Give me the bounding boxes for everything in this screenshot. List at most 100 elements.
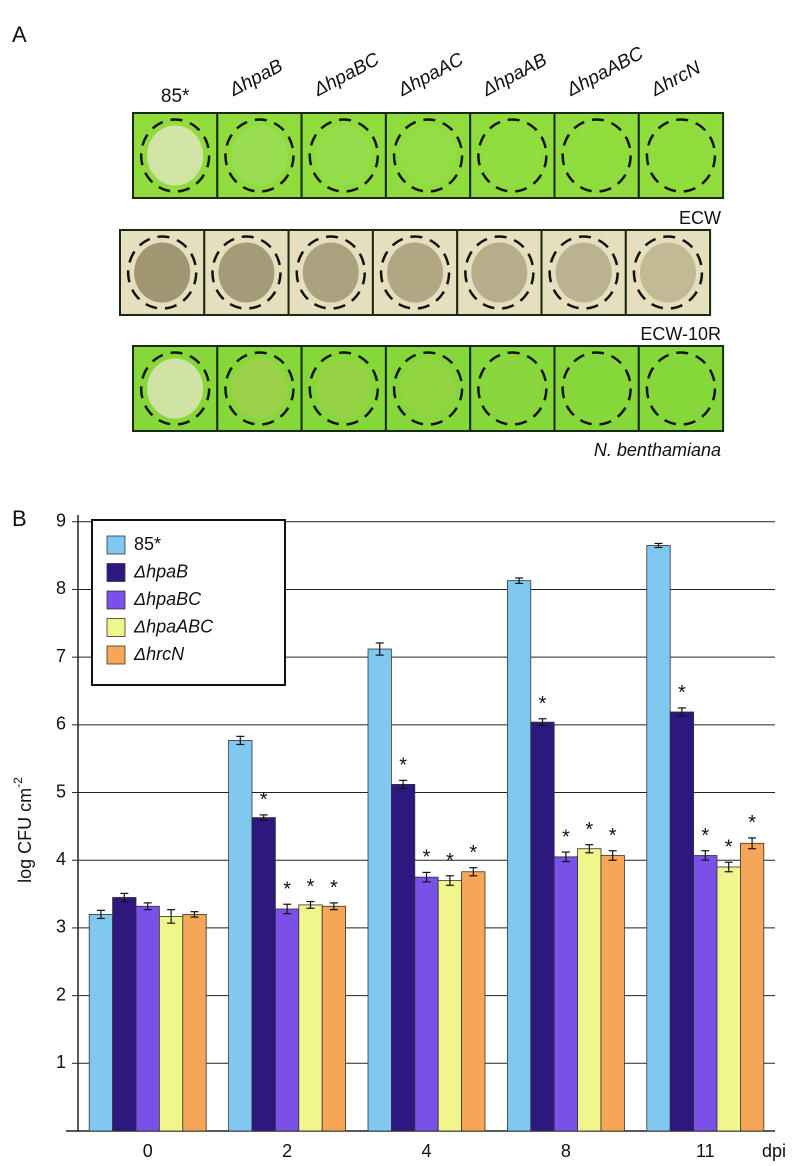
error-bar [608, 850, 617, 861]
leaf-photo [637, 345, 725, 432]
lesion [639, 242, 696, 303]
error-bar [259, 814, 268, 821]
error-bar [538, 718, 547, 727]
bar [88, 913, 113, 1132]
y-tick-label: 5 [56, 781, 66, 801]
error-bar [654, 542, 663, 549]
leaf-photo [384, 345, 472, 432]
column-label: ΔhpaAB [478, 49, 551, 101]
y-tick-label: 6 [56, 714, 66, 734]
error-bar [422, 871, 431, 883]
lesion [231, 125, 288, 186]
column-label: ΔhrcN [647, 57, 705, 101]
bar [390, 784, 416, 1132]
leaf-photo [469, 345, 556, 432]
legend-label: ΔhpaB [133, 561, 188, 581]
significance-marker: * [748, 812, 756, 834]
error-bar [283, 903, 292, 915]
error-bar [96, 909, 105, 920]
legend-swatch [106, 563, 126, 582]
panel-label: B [12, 506, 27, 531]
bar [669, 711, 695, 1132]
bar [461, 871, 486, 1132]
legend-label: ΔhpaBC [133, 589, 202, 609]
lesion [134, 242, 191, 303]
significance-marker: * [678, 682, 686, 704]
infiltration-outline [308, 351, 379, 426]
bar [135, 905, 160, 1132]
infiltration-outline [392, 118, 464, 193]
error-bar [585, 844, 594, 854]
y-tick-label: 4 [56, 849, 66, 869]
leaf-photo [624, 229, 712, 316]
y-tick-label: 9 [56, 511, 66, 531]
bar [693, 855, 718, 1132]
x-tick-label: 11 [696, 1141, 715, 1161]
bar [321, 905, 347, 1132]
infiltration-outline [632, 235, 704, 310]
legend-swatch [106, 645, 126, 665]
significance-marker: * [260, 789, 268, 811]
column-label: ΔhpaAC [394, 49, 468, 101]
leaf-photo [540, 229, 627, 316]
y-tick-label: 2 [56, 984, 66, 1004]
significance-marker: * [307, 876, 315, 898]
significance-marker: * [701, 825, 709, 847]
y-axis-label-exponent: -2 [11, 777, 25, 788]
legend-swatch [106, 618, 126, 637]
legend-label: ΔhpaABC [133, 616, 214, 636]
bar [553, 856, 579, 1132]
y-axis-label-text: log CFU cm [15, 788, 35, 883]
error-bar [515, 577, 524, 584]
lesion [400, 358, 457, 419]
significance-marker: * [609, 825, 617, 847]
lesion [471, 242, 528, 303]
infiltration-outline [126, 235, 198, 310]
panel-label: A [12, 22, 27, 47]
infiltration-outline [645, 118, 717, 193]
infiltration-outline [392, 351, 464, 426]
bar [414, 876, 439, 1132]
legend-swatch [106, 590, 126, 610]
lesion [484, 125, 541, 186]
significance-marker: * [725, 837, 733, 859]
infiltration-outline [139, 351, 211, 426]
y-tick-label: 1 [56, 1052, 66, 1072]
bar [274, 908, 300, 1132]
error-bar [677, 707, 686, 717]
bar [577, 848, 602, 1132]
row-label: N. benthamiana [594, 440, 721, 460]
bar [740, 842, 765, 1132]
lesion [302, 242, 359, 303]
bar [298, 904, 323, 1132]
significance-marker: * [585, 819, 593, 841]
y-tick-label: 3 [56, 917, 66, 937]
infiltration-outline [295, 235, 366, 310]
lesion [147, 125, 204, 186]
infiltration-outline [548, 235, 619, 310]
leaf-photo [553, 345, 640, 432]
infiltration-outline [645, 351, 717, 426]
lesion [231, 358, 288, 419]
bar [530, 721, 555, 1132]
leaf-photo [300, 112, 387, 199]
significance-marker: * [469, 842, 477, 864]
infiltration-outline [308, 118, 379, 193]
bar [600, 855, 625, 1132]
lesion [315, 358, 372, 419]
leaf-photo [216, 112, 303, 199]
y-axis-label: log CFU cm-2 [11, 777, 35, 883]
bar [158, 916, 184, 1132]
error-bar [724, 861, 733, 873]
lesion [400, 125, 457, 186]
bar [367, 648, 392, 1132]
legend-swatch [106, 535, 126, 555]
lesion [147, 358, 204, 419]
x-tick-label: 2 [282, 1141, 292, 1161]
error-bar [469, 867, 478, 877]
error-bar [375, 642, 384, 656]
infiltration-outline [224, 351, 295, 426]
infiltration-outline [211, 235, 282, 310]
lesion [484, 358, 541, 419]
